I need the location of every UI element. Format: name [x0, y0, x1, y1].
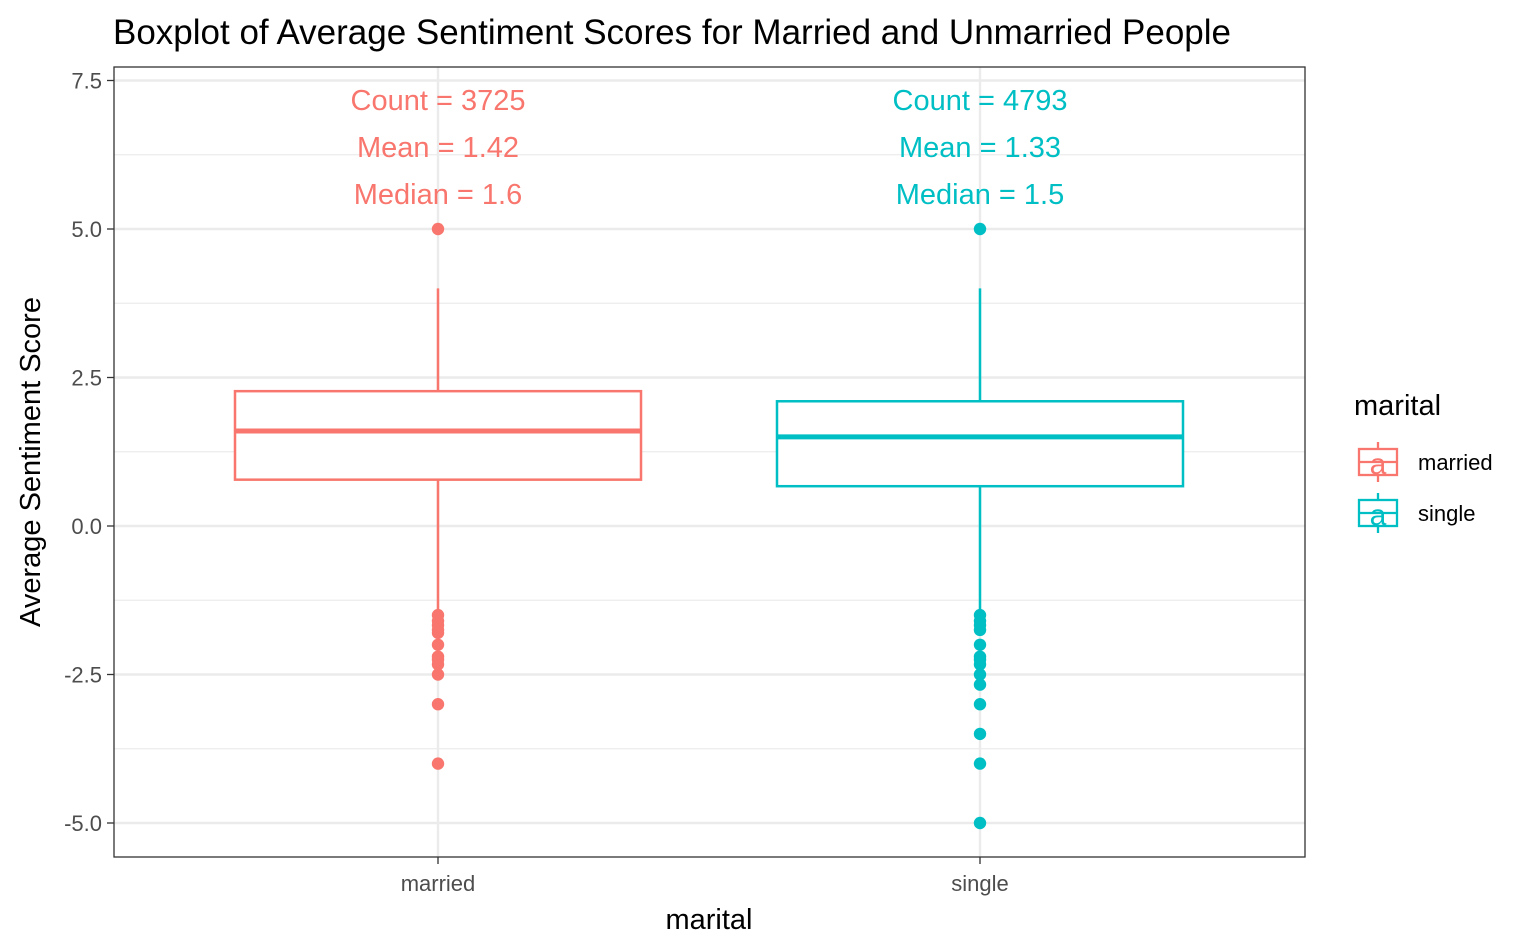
y-tick-label: 2.5	[71, 366, 102, 391]
legend-key-married: a married	[1357, 442, 1493, 482]
legend-label: single	[1418, 501, 1475, 526]
x-tick-label: married	[401, 871, 476, 896]
outlier-point	[973, 678, 987, 691]
outlier-point	[431, 757, 445, 770]
y-tick-label: 0.0	[71, 514, 102, 539]
boxes	[233, 222, 1185, 830]
plot-panel-border	[113, 66, 1306, 858]
iqr-box	[233, 389, 643, 481]
legend-key-glyph: a	[1370, 448, 1387, 481]
y-axis-title: Average Sentiment Score	[15, 297, 47, 627]
outlier-point	[431, 698, 445, 711]
outlier-point	[973, 816, 987, 830]
outlier-point	[973, 638, 987, 651]
annotation-text: Count = 3725	[351, 85, 526, 117]
legend: marital a married a single	[1354, 390, 1493, 533]
chart-title: Boxplot of Average Sentiment Scores for …	[113, 13, 1231, 52]
outlier-point	[973, 222, 987, 236]
annotation-text: Median = 1.5	[896, 179, 1064, 211]
outlier-point	[973, 668, 987, 681]
y-tick-label: -2.5	[64, 663, 102, 688]
iqr-box	[775, 400, 1185, 488]
outlier-point	[973, 623, 987, 637]
annotation-text: Mean = 1.42	[357, 132, 519, 164]
axes: -5.0 -2.5 0.0 2.5 5.0 7.5 married single	[64, 69, 1009, 897]
annotation-text: Count = 4793	[893, 85, 1068, 117]
outlier-point	[431, 658, 445, 671]
y-tick-label: 7.5	[71, 69, 102, 94]
annotation-text: Median = 1.6	[354, 179, 522, 211]
y-tick-label: -5.0	[64, 811, 102, 836]
legend-label: married	[1418, 450, 1493, 475]
outlier-point	[431, 638, 445, 651]
legend-key-glyph: a	[1370, 499, 1387, 532]
outlier-point	[973, 727, 987, 741]
y-tick-label: 5.0	[71, 217, 102, 242]
outlier-point	[431, 222, 445, 236]
x-axis-title: marital	[665, 904, 752, 936]
annotations: Count = 3725 Mean = 1.42 Median = 1.6 Count…	[351, 85, 1068, 211]
legend-title: marital	[1354, 390, 1441, 422]
annotation-text: Mean = 1.33	[899, 132, 1061, 164]
legend-key-single: a single	[1357, 493, 1475, 533]
outlier-point	[973, 698, 987, 711]
box-married	[233, 222, 643, 770]
outlier-point	[431, 626, 445, 640]
x-tick-label: single	[951, 871, 1008, 896]
outlier-point	[973, 658, 987, 671]
outlier-point	[973, 757, 987, 770]
box-single	[775, 222, 1185, 830]
outlier-point	[431, 668, 445, 681]
